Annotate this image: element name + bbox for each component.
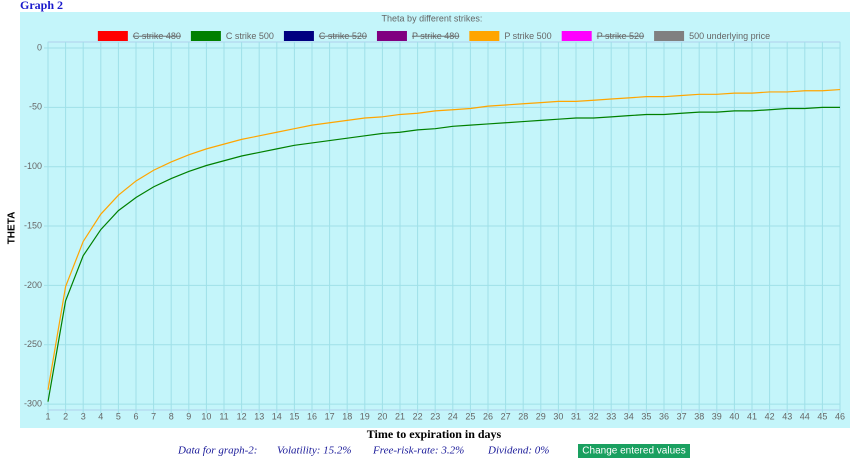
legend-label: C strike 500	[226, 31, 274, 41]
x-tick-label: 14	[272, 411, 282, 421]
x-tick-label: 45	[817, 411, 827, 421]
x-tick-label: 32	[589, 411, 599, 421]
legend: C strike 480 C strike 500 C strike 520 P st…	[97, 31, 770, 41]
legend-swatch	[97, 31, 128, 41]
volatility: Volatility: 15.2%	[277, 445, 352, 457]
change-button[interactable]	[578, 444, 690, 458]
x-tick-label: 17	[325, 411, 335, 421]
x-tick-label: 46	[835, 411, 845, 421]
footer: Data for graph-2: Volatility: 15.2% Free…	[177, 445, 549, 457]
x-tick-label: 29	[536, 411, 546, 421]
x-tick-label: 4	[98, 411, 103, 421]
legend-label: 500 underlying price	[689, 31, 770, 41]
chart-title: Theta by different strikes:	[382, 13, 483, 23]
x-tick-label: 12	[237, 411, 247, 421]
x-tick-label: 16	[307, 411, 317, 421]
x-tick-label: 24	[448, 411, 458, 421]
x-tick-label: 20	[377, 411, 387, 421]
y-tick-label: -200	[24, 280, 42, 290]
y-tick-label: -50	[29, 102, 42, 112]
legend-label: P strike 500	[504, 31, 551, 41]
x-tick-label: 23	[430, 411, 440, 421]
footer-label: Data for graph-2:	[177, 445, 257, 457]
rate: Free-risk-rate: 3.2%	[372, 445, 464, 457]
x-tick-label: 35	[641, 411, 651, 421]
x-tick-label: 18	[342, 411, 352, 421]
legend-item[interactable]: C strike 480	[97, 31, 181, 41]
x-tick-label: 3	[81, 411, 86, 421]
legend-label: C strike 480	[133, 31, 181, 41]
legend-label: P strike 480	[412, 31, 459, 41]
legend-item[interactable]: C strike 500	[190, 31, 274, 41]
x-axis-title: Time to expiration in days	[367, 427, 502, 441]
x-tick-label: 6	[133, 411, 138, 421]
x-tick-label: 13	[254, 411, 264, 421]
series-line	[47, 106, 840, 402]
x-tick-label: 41	[747, 411, 757, 421]
x-tick-label: 22	[413, 411, 423, 421]
x-tick-label: 21	[395, 411, 405, 421]
x-tick-label: 30	[553, 411, 563, 421]
x-tick-label: 25	[465, 411, 475, 421]
y-tick-label: 0	[37, 42, 42, 52]
x-tick-label: 39	[712, 411, 722, 421]
legend-label: P strike 520	[597, 31, 644, 41]
x-tick-label: 26	[483, 411, 493, 421]
x-tick-label: 28	[518, 411, 528, 421]
x-tick-label: 42	[765, 411, 775, 421]
x-tick-label: 27	[501, 411, 511, 421]
x-tick-label: 37	[677, 411, 687, 421]
legend-label: C strike 520	[319, 31, 367, 41]
change-button-label[interactable]: Change entered values	[582, 446, 685, 457]
y-tick-label: -250	[24, 339, 42, 349]
x-tick-label: 19	[360, 411, 370, 421]
x-tick-label: 15	[289, 411, 299, 421]
x-tick-label: 34	[624, 411, 634, 421]
page-title: Graph 2	[20, 0, 63, 12]
x-tick-label: 1	[45, 411, 50, 421]
legend-item[interactable]: P strike 520	[561, 31, 644, 41]
x-tick-label: 7	[151, 411, 156, 421]
legend-item[interactable]: 500 underlying price	[654, 31, 770, 41]
x-tick-label: 5	[116, 411, 121, 421]
dividend: Dividend: 0%	[487, 445, 549, 457]
x-tick-label: 44	[800, 411, 810, 421]
x-tick-label: 11	[219, 411, 228, 421]
y-tick-label: -150	[24, 220, 42, 230]
x-tick-label: 31	[571, 411, 581, 421]
legend-swatch	[469, 31, 500, 41]
x-tick-label: 10	[201, 411, 211, 421]
y-tick-label: -100	[24, 161, 42, 171]
x-tick-label: 43	[782, 411, 792, 421]
legend-item[interactable]: P strike 480	[376, 31, 459, 41]
series-line	[47, 88, 841, 390]
x-tick-label: 40	[729, 411, 739, 421]
legend-swatch	[654, 31, 685, 41]
legend-swatch	[283, 31, 314, 41]
x-tick-label: 36	[659, 411, 669, 421]
x-tick-label: 9	[186, 411, 191, 421]
x-tick-label: 38	[694, 411, 704, 421]
legend-item[interactable]: P strike 500	[469, 31, 552, 41]
y-tick-label: -300	[24, 398, 42, 408]
x-tick-label: 8	[169, 411, 174, 421]
y-axis-title: THETA	[7, 212, 18, 245]
x-tick-label: 33	[606, 411, 616, 421]
legend-swatch	[190, 31, 221, 41]
legend-swatch	[376, 31, 407, 41]
x-tick-label: 2	[63, 411, 68, 421]
legend-swatch	[561, 31, 592, 41]
legend-item[interactable]: C strike 520	[283, 31, 367, 41]
